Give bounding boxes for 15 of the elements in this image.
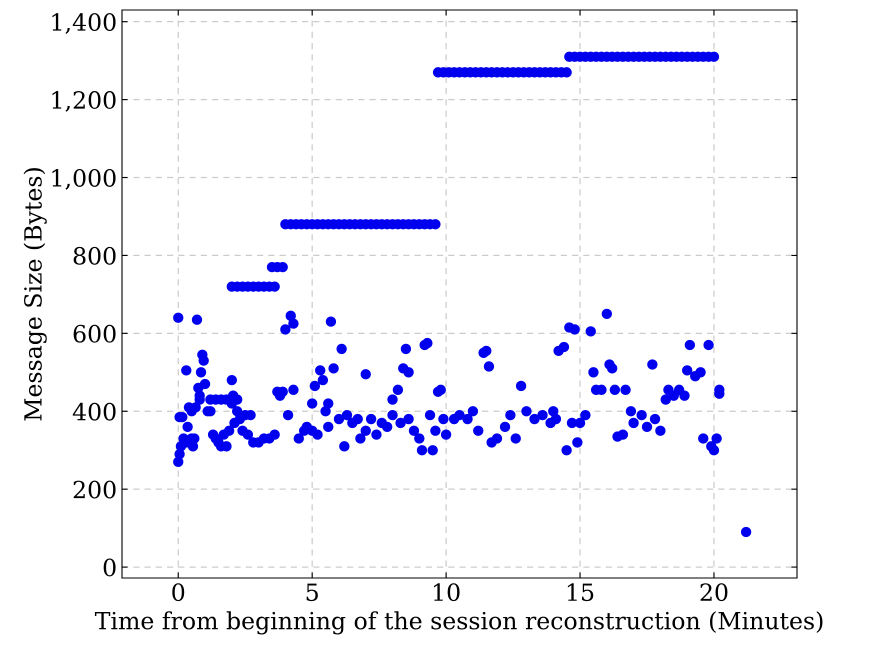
x-tick-label: 5 — [306, 584, 318, 602]
x-tick-label: 15 — [568, 583, 594, 602]
y-tick-label: 1,000 — [52, 168, 116, 190]
y-tick-label: 1,400 — [52, 13, 116, 34]
x-axis-title: Time from beginning of the session reconstruction (Minutes) — [94, 611, 822, 634]
y-tick-label: 1,200 — [52, 91, 116, 112]
x-tick-label: 0 — [172, 583, 184, 602]
y-tick-label: 0 — [104, 558, 116, 576]
y-tick-label: 200 — [74, 480, 116, 498]
x-tick-label: 10 — [434, 583, 460, 602]
y-tick-label: 600 — [74, 324, 116, 343]
y-tick-label: 800 — [74, 246, 116, 265]
y-tick-label: 400 — [72, 402, 116, 421]
x-tick-label: 20 — [700, 583, 728, 602]
y-axis-title: Message Size (Bytes) — [24, 168, 47, 421]
